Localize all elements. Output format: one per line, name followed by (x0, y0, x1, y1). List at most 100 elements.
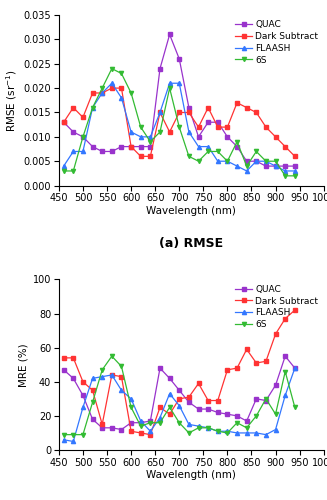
QUAC (187, 399, 191, 405)
FLAASH (187, 129, 191, 135)
FLAASH (254, 430, 258, 436)
FLAASH (168, 80, 172, 86)
FLAASH (148, 428, 152, 434)
QUAC (91, 144, 95, 150)
FLAASH (62, 163, 66, 169)
Line: FLAASH: FLAASH (61, 366, 297, 444)
6S (62, 432, 66, 438)
6S (148, 138, 152, 144)
QUAC (119, 144, 123, 150)
FLAASH (71, 438, 75, 444)
QUAC (197, 406, 200, 412)
Dark Subtract (148, 154, 152, 160)
QUAC (216, 119, 220, 125)
FLAASH (254, 158, 258, 164)
Dark Subtract (197, 124, 200, 130)
6S (197, 425, 200, 431)
FLAASH (129, 129, 133, 135)
QUAC (254, 158, 258, 164)
QUAC (139, 144, 143, 150)
FLAASH (293, 168, 297, 174)
FLAASH (264, 158, 268, 164)
Dark Subtract (81, 379, 85, 385)
Dark Subtract (168, 411, 172, 417)
FLAASH (283, 392, 287, 398)
Dark Subtract (91, 388, 95, 394)
Dark Subtract (158, 110, 162, 116)
FLAASH (293, 365, 297, 371)
FLAASH (283, 168, 287, 174)
FLAASH (177, 402, 181, 408)
Y-axis label: MRE (%): MRE (%) (19, 343, 29, 386)
QUAC (110, 425, 114, 431)
Dark Subtract (168, 129, 172, 135)
Dark Subtract (283, 316, 287, 322)
Dark Subtract (62, 119, 66, 125)
QUAC (129, 144, 133, 150)
6S (148, 420, 152, 426)
Dark Subtract (110, 372, 114, 378)
QUAC (293, 163, 297, 169)
Dark Subtract (274, 331, 278, 337)
QUAC (148, 418, 152, 424)
QUAC (158, 365, 162, 371)
Line: 6S: 6S (61, 66, 297, 178)
Dark Subtract (216, 398, 220, 404)
FLAASH (110, 80, 114, 86)
Line: Dark Subtract: Dark Subtract (61, 86, 297, 158)
6S (254, 148, 258, 154)
FLAASH (187, 422, 191, 428)
Dark Subtract (129, 144, 133, 150)
6S (119, 70, 123, 76)
QUAC (264, 163, 268, 169)
QUAC (62, 119, 66, 125)
6S (100, 367, 104, 373)
6S (177, 124, 181, 130)
6S (274, 411, 278, 417)
QUAC (62, 367, 66, 373)
QUAC (254, 396, 258, 402)
FLAASH (81, 148, 85, 154)
Dark Subtract (254, 110, 258, 116)
FLAASH (168, 390, 172, 396)
6S (71, 432, 75, 438)
6S (129, 90, 133, 96)
Dark Subtract (177, 396, 181, 402)
QUAC (81, 392, 85, 398)
6S (197, 158, 200, 164)
6S (81, 432, 85, 438)
FLAASH (119, 388, 123, 394)
FLAASH (206, 425, 210, 431)
6S (245, 425, 249, 431)
6S (91, 104, 95, 110)
Legend: QUAC, Dark Subtract, FLAASH, 6S: QUAC, Dark Subtract, FLAASH, 6S (234, 284, 319, 330)
FLAASH (274, 163, 278, 169)
6S (293, 173, 297, 179)
FLAASH (100, 90, 104, 96)
QUAC (197, 134, 200, 140)
FLAASH (91, 104, 95, 110)
QUAC (81, 134, 85, 140)
6S (274, 158, 278, 164)
Dark Subtract (225, 124, 229, 130)
6S (264, 158, 268, 164)
FLAASH (119, 95, 123, 101)
QUAC (293, 365, 297, 371)
Dark Subtract (100, 90, 104, 96)
QUAC (283, 353, 287, 359)
6S (283, 368, 287, 374)
Line: QUAC: QUAC (61, 354, 297, 432)
6S (187, 154, 191, 160)
FLAASH (62, 437, 66, 443)
QUAC (110, 148, 114, 154)
Dark Subtract (129, 428, 133, 434)
QUAC (245, 418, 249, 424)
QUAC (245, 158, 249, 164)
Dark Subtract (206, 398, 210, 404)
QUAC (274, 163, 278, 169)
QUAC (235, 413, 239, 419)
FLAASH (264, 432, 268, 438)
QUAC (129, 420, 133, 426)
FLAASH (100, 374, 104, 380)
6S (110, 353, 114, 359)
